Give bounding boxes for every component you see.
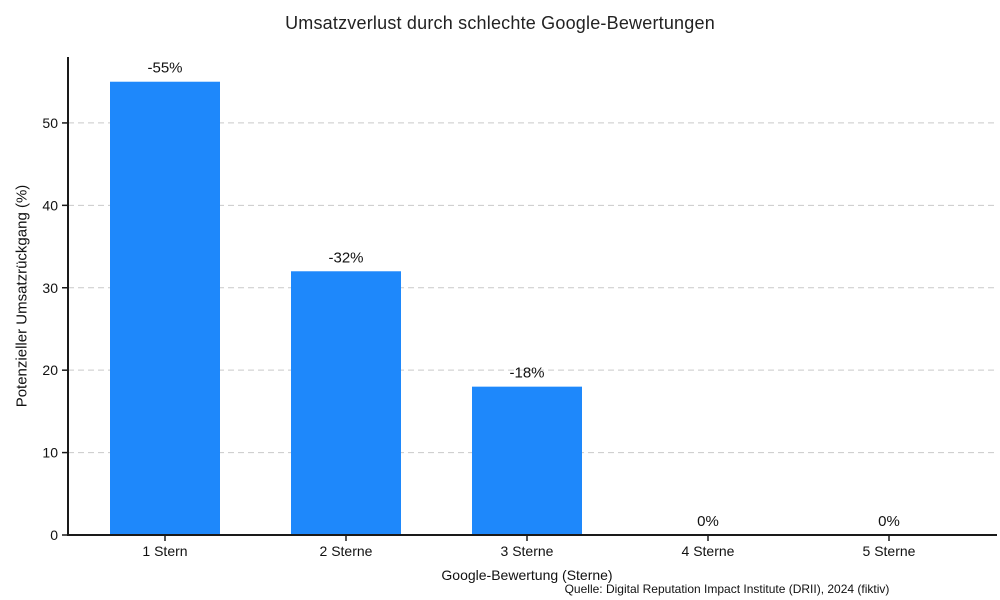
bar-value-label: 0%: [878, 513, 900, 530]
y-tick-label: 0: [50, 527, 58, 543]
bar: [472, 386, 582, 535]
y-tick-label: 50: [42, 115, 58, 131]
y-tick-label: 40: [42, 197, 58, 213]
chart-title: Umsatzverlust durch schlechte Google-Bew…: [285, 13, 715, 33]
y-tick-label: 20: [42, 362, 58, 378]
x-axis-title: Google-Bewertung (Sterne): [441, 567, 613, 583]
source-note: Quelle: Digital Reputation Impact Instit…: [564, 582, 890, 596]
bar: [291, 271, 401, 535]
y-axis-title: Potenzieller Umsatzrückgang (%): [13, 184, 31, 408]
y-tick-label: 30: [42, 280, 58, 296]
x-tick-label: 5 Sterne: [863, 543, 916, 559]
y-tick-label: 10: [42, 445, 58, 461]
bar-value-label: -18%: [509, 365, 544, 382]
x-tick-label: 3 Sterne: [501, 543, 554, 559]
x-tick-label: 4 Sterne: [682, 543, 735, 559]
bar-value-label: -55%: [147, 60, 182, 77]
bar: [110, 81, 220, 536]
x-tick-label: 1 Stern: [142, 543, 187, 559]
bar-value-label: -32%: [328, 249, 363, 266]
x-tick-label: 2 Sterne: [320, 543, 373, 559]
bar-value-label: 0%: [697, 513, 719, 530]
